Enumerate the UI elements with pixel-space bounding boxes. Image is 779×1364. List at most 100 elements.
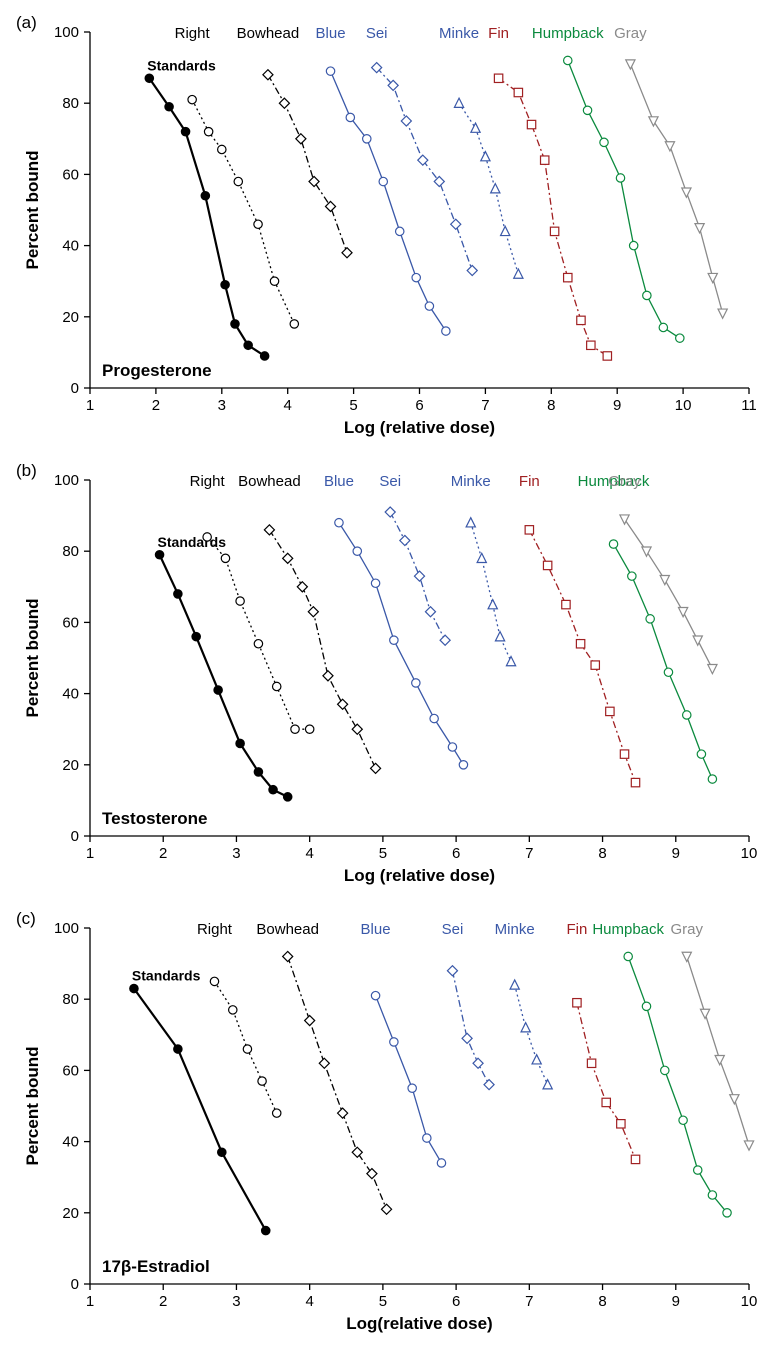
- y-axis-label: Percent bound: [23, 150, 42, 269]
- ytick-label: 60: [62, 614, 79, 631]
- series-line-gray: [625, 519, 713, 669]
- xtick-label: 8: [598, 1293, 606, 1310]
- legend-gray: Gray: [614, 25, 647, 42]
- legend-right: Right: [190, 473, 226, 490]
- ytick-label: 100: [54, 472, 79, 489]
- legend-minke: Minke: [451, 473, 491, 490]
- xtick-label: 6: [415, 397, 423, 414]
- legend-sei: Sei: [442, 921, 464, 938]
- xtick-label: 6: [452, 845, 460, 862]
- xtick-label: 3: [232, 1293, 240, 1310]
- xtick-label: 4: [305, 845, 313, 862]
- y-axis-label: Percent bound: [23, 598, 42, 717]
- panel-label: (c): [16, 909, 36, 928]
- series-line-sei: [377, 68, 473, 271]
- ytick-label: 80: [62, 543, 79, 560]
- xtick-label: 2: [159, 845, 167, 862]
- legend-bowhead: Bowhead: [237, 25, 300, 42]
- xtick-label: 9: [672, 845, 680, 862]
- panel-label: (a): [16, 13, 37, 32]
- series-line-fin: [499, 78, 608, 356]
- legend-minke: Minke: [439, 25, 479, 42]
- ytick-label: 0: [71, 828, 79, 845]
- xtick-label: 11: [741, 397, 757, 414]
- legend-bowhead: Bowhead: [256, 921, 319, 938]
- legend-blue: Blue: [316, 25, 346, 42]
- xtick-label: 1: [86, 1293, 94, 1310]
- xtick-label: 9: [672, 1293, 680, 1310]
- hormone-label: Progesterone: [102, 361, 212, 380]
- ytick-label: 40: [62, 238, 79, 255]
- legend-fin: Fin: [567, 921, 588, 938]
- xtick-label: 2: [159, 1293, 167, 1310]
- panel-label: (b): [16, 461, 37, 480]
- ytick-label: 40: [62, 1134, 79, 1151]
- hormone-label: Testosterone: [102, 809, 208, 828]
- legend-bowhead: Bowhead: [238, 473, 301, 490]
- xtick-label: 10: [741, 845, 758, 862]
- standards-label: Standards: [147, 57, 216, 73]
- xtick-label: 7: [481, 397, 489, 414]
- xtick-label: 4: [305, 1293, 313, 1310]
- xtick-label: 4: [284, 397, 292, 414]
- series-line-humpback: [568, 60, 680, 338]
- panel-a: (a)0204060801001234567891011Log (relativ…: [10, 10, 769, 448]
- series-line-sei: [452, 971, 489, 1085]
- panel-b: (b) 0 20 40 60 80 100 1 2 3 4 5 6 7 8 9 10 Log (relative …: [10, 458, 769, 896]
- ytick-label: 80: [62, 95, 79, 112]
- hormone-label: 17β-Estradiol: [102, 1257, 210, 1276]
- series-line-fin: [577, 1003, 636, 1160]
- ytick-label: 0: [71, 1276, 79, 1293]
- panel-c: (c)02040608010012345678910Log(relative d…: [10, 906, 769, 1344]
- xtick-label: 5: [379, 1293, 387, 1310]
- legend-fin: Fin: [519, 473, 540, 490]
- ytick-label: 40: [62, 686, 79, 703]
- xtick-label: 7: [525, 1293, 533, 1310]
- legend-right: Right: [175, 25, 211, 42]
- series-line-gray: [687, 956, 749, 1145]
- xtick-label: 1: [86, 845, 94, 862]
- xtick-label: 8: [547, 397, 555, 414]
- xtick-label: 1: [86, 397, 94, 414]
- series-line-bowhead: [268, 75, 347, 253]
- ytick-label: 20: [62, 309, 79, 326]
- xtick-label: 9: [613, 397, 621, 414]
- legend-gray: Gray: [608, 473, 641, 490]
- ytick-label: 80: [62, 991, 79, 1008]
- x-axis-label: Log (relative dose): [344, 418, 495, 437]
- series-line-blue: [331, 71, 446, 331]
- ytick-label: 100: [54, 24, 79, 41]
- xtick-label: 8: [598, 845, 606, 862]
- series-line-minke: [515, 985, 548, 1085]
- xtick-label: 10: [675, 397, 692, 414]
- legend-minke: Minke: [495, 921, 535, 938]
- legend-blue: Blue: [361, 921, 391, 938]
- series-line-humpback: [628, 956, 727, 1212]
- y-axis-label: Percent bound: [23, 1046, 42, 1165]
- legend-gray: Gray: [671, 921, 704, 938]
- legend-blue: Blue: [324, 473, 354, 490]
- xtick-label: 5: [379, 845, 387, 862]
- ytick-label: 20: [62, 757, 79, 774]
- legend-sei: Sei: [366, 25, 388, 42]
- ytick-label: 100: [54, 920, 79, 937]
- xtick-label: 10: [741, 1293, 758, 1310]
- series-line-standards: [134, 989, 266, 1231]
- xtick-label: 5: [349, 397, 357, 414]
- legend-humpback: Humpback: [592, 921, 664, 938]
- legend-sei: Sei: [379, 473, 401, 490]
- xtick-label: 7: [525, 845, 533, 862]
- ytick-label: 60: [62, 1062, 79, 1079]
- series-line-standards: [149, 78, 264, 356]
- legend-humpback: Humpback: [532, 25, 604, 42]
- x-axis-label: Log(relative dose): [346, 1314, 492, 1333]
- x-axis-label: Log (relative dose): [344, 866, 495, 885]
- series-line-minke: [459, 103, 518, 274]
- xtick-label: 3: [218, 397, 226, 414]
- ytick-label: 60: [62, 166, 79, 183]
- xtick-label: 6: [452, 1293, 460, 1310]
- xtick-label: 2: [152, 397, 160, 414]
- figure: (a)0204060801001234567891011Log (relativ…: [10, 10, 769, 1344]
- xtick-label: 3: [232, 845, 240, 862]
- standards-label: Standards: [132, 968, 201, 984]
